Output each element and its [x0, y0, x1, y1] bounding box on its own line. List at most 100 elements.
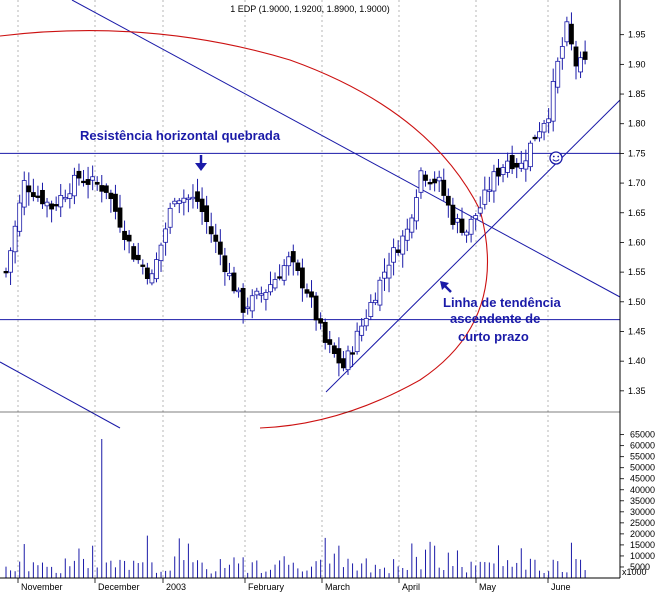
candle-body: [240, 287, 246, 313]
candle-body: [249, 295, 255, 312]
candle-body: [559, 46, 565, 59]
candle-body: [391, 247, 397, 263]
chart-title: 1 EDP (1.9000, 1.9200, 1.8900, 1.9000): [230, 4, 389, 14]
candle-body: [477, 207, 483, 214]
candle-body: [263, 292, 269, 300]
candle-body: [473, 215, 479, 220]
price-tick-label: 1.60: [628, 237, 646, 247]
candle-body: [227, 272, 232, 277]
candle-body: [158, 244, 164, 262]
volume-tick-label: 50000: [630, 463, 655, 473]
price-tick-label: 1.75: [628, 148, 646, 158]
month-label: 2003: [166, 582, 186, 592]
candle-body: [103, 185, 109, 193]
candle-body: [277, 276, 283, 279]
candle-body: [331, 345, 337, 354]
candle-body: [518, 162, 524, 169]
candle-body: [569, 23, 574, 45]
candle-body: [409, 217, 415, 233]
candle-body: [541, 123, 547, 133]
candle-body: [500, 167, 506, 175]
candle-body: [368, 302, 374, 317]
candle-body: [49, 203, 54, 210]
candle-body: [154, 259, 159, 280]
candle-body: [359, 325, 365, 336]
candle-body: [482, 189, 488, 205]
annotation-trendline-1: Linha de tendência: [443, 295, 562, 310]
candle-body: [290, 251, 296, 263]
candle-body: [3, 270, 9, 274]
candle-body: [204, 205, 210, 222]
candle-body: [185, 197, 191, 200]
candle-body: [222, 255, 228, 273]
candle-body: [532, 136, 538, 140]
candle-body: [94, 181, 100, 185]
price-tick-label: 1.70: [628, 178, 646, 188]
candle-body: [195, 191, 200, 202]
candle-body: [135, 254, 141, 261]
candle-body: [468, 218, 474, 235]
month-label: June: [551, 582, 571, 592]
candle-body: [217, 241, 223, 255]
candle-body: [309, 291, 314, 298]
candle-body: [327, 339, 333, 345]
annotation-resistance: Resistência horizontal quebrada: [80, 128, 281, 143]
candle-body: [72, 174, 77, 197]
candle-body: [181, 197, 187, 203]
candle-body: [304, 289, 310, 294]
candle-body: [363, 318, 369, 327]
candle-body: [318, 318, 324, 324]
candle-body: [258, 293, 264, 296]
candle-body: [350, 352, 355, 355]
candle-body: [281, 265, 287, 281]
candle-body: [336, 348, 342, 364]
volume-tick-label: 35000: [630, 496, 655, 506]
candle-body: [213, 234, 219, 242]
up-left-arrow-icon: [440, 281, 452, 293]
smiley-icon: [549, 151, 563, 165]
candle-body: [404, 228, 410, 241]
candle-body: [35, 195, 41, 198]
overlay-lines: [0, 0, 621, 429]
volume-tick-label: 30000: [630, 507, 655, 517]
volume-tick-label: x1000: [622, 567, 647, 577]
price-tick-label: 1.55: [628, 267, 646, 277]
candle-body: [450, 204, 456, 225]
candle-body: [8, 250, 13, 273]
candle-body: [514, 162, 520, 168]
candle-layer: [3, 12, 588, 377]
candle-body: [268, 284, 273, 293]
candle-body: [377, 279, 383, 306]
candle-body: [108, 192, 114, 200]
descending-trend-line: [71, 0, 621, 298]
candle-body: [58, 195, 64, 208]
candle-body: [345, 350, 351, 371]
candle-body: [395, 249, 401, 253]
volume-tick-label: 55000: [630, 452, 655, 462]
volume-tick-label: 5000: [630, 562, 650, 572]
candle-body: [464, 231, 469, 236]
volume-tick-label: 10000: [630, 551, 655, 561]
candle-body: [67, 193, 73, 199]
candle-body: [455, 218, 460, 223]
month-label: May: [479, 582, 497, 592]
candle-body: [113, 193, 118, 212]
candle-body: [436, 176, 442, 182]
volume-tick-label: 45000: [630, 474, 655, 484]
candle-body: [231, 272, 237, 292]
candle-body: [12, 225, 18, 253]
price-tick-label: 1.80: [628, 119, 646, 129]
price-tick-label: 1.90: [628, 59, 646, 69]
month-label: April: [402, 582, 420, 592]
candle-body: [236, 289, 241, 293]
candle-body: [30, 192, 36, 198]
candle-body: [90, 176, 96, 181]
candle-body: [199, 198, 205, 213]
volume-tick-label: 25000: [630, 518, 655, 528]
price-tick-label: 1.50: [628, 297, 646, 307]
candle-body: [299, 267, 305, 289]
candle-body: [372, 299, 378, 304]
candle-body: [172, 200, 178, 205]
